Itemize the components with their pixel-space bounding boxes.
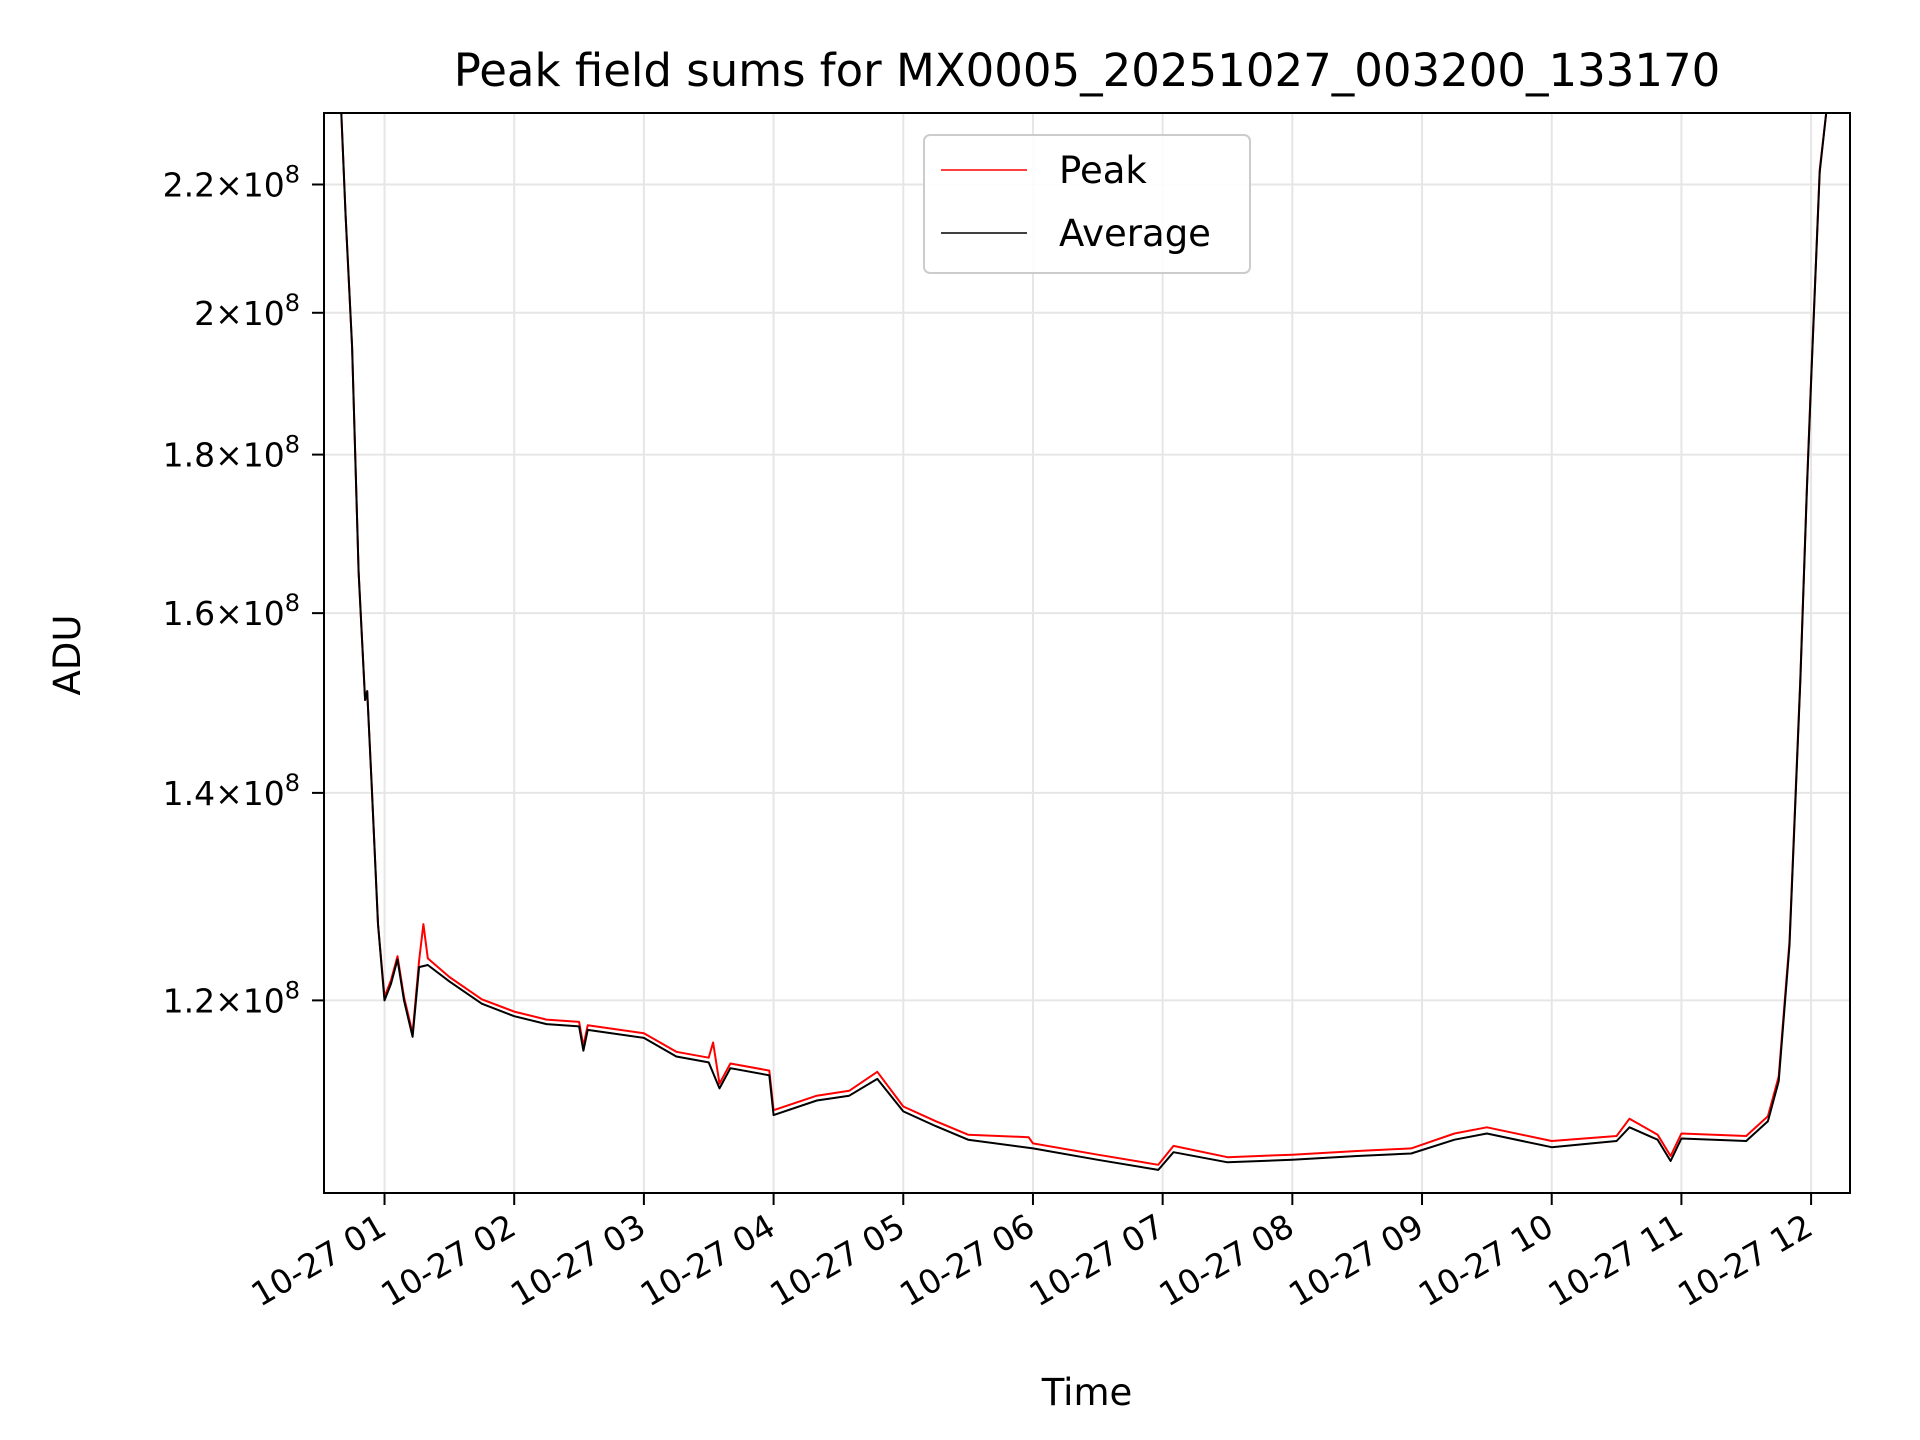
series-layer (324, 113, 1828, 1171)
legend-label-peak: Peak (1059, 149, 1147, 192)
y-tick-label: 2.2×108 (163, 160, 300, 204)
series-line-average (324, 113, 1828, 1171)
y-tick-times: ×10 (215, 981, 285, 1020)
y-tick-exponent: 8 (285, 769, 300, 797)
y-tick-mantissa: 1.4 (163, 774, 215, 813)
y-tick-mantissa: 1.8 (163, 436, 215, 475)
y-tick-mantissa: 2 (194, 294, 215, 333)
y-axis-label: ADU (46, 615, 89, 696)
y-tick-label: 1.6×108 (163, 589, 300, 633)
y-tick-times: ×10 (215, 165, 285, 204)
legend-label-average: Average (1059, 212, 1211, 255)
legend: Peak Average (923, 134, 1251, 274)
grid (324, 113, 1850, 1193)
y-tick-exponent: 8 (285, 160, 300, 188)
y-tick-label: 1.2×108 (163, 976, 300, 1020)
chart-title: Peak field sums for MX0005_20251027_0032… (454, 44, 1721, 97)
y-tick-times: ×10 (215, 594, 285, 633)
y-tick-times: ×10 (215, 294, 285, 333)
x-axis-label: Time (1041, 1371, 1133, 1414)
y-tick-exponent: 8 (285, 289, 300, 317)
y-tick-mantissa: 1.2 (163, 981, 215, 1020)
y-tick-exponent: 8 (285, 976, 300, 1004)
y-tick-label: 1.8×108 (163, 431, 300, 475)
y-tick-mantissa: 2.2 (163, 165, 215, 204)
y-tick-exponent: 8 (285, 589, 300, 617)
y-tick-label: 1.4×108 (163, 769, 300, 813)
y-tick-exponent: 8 (285, 431, 300, 459)
plot-frame (323, 112, 1851, 1194)
y-tick-times: ×10 (215, 436, 285, 475)
y-tick-mantissa: 1.6 (163, 594, 215, 633)
y-tick-label: 2×108 (194, 289, 300, 333)
y-tick-times: ×10 (215, 774, 285, 813)
